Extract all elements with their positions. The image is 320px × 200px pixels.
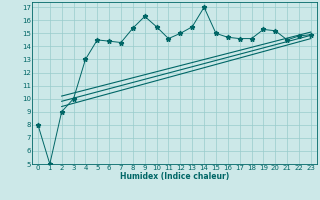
X-axis label: Humidex (Indice chaleur): Humidex (Indice chaleur) (120, 172, 229, 181)
